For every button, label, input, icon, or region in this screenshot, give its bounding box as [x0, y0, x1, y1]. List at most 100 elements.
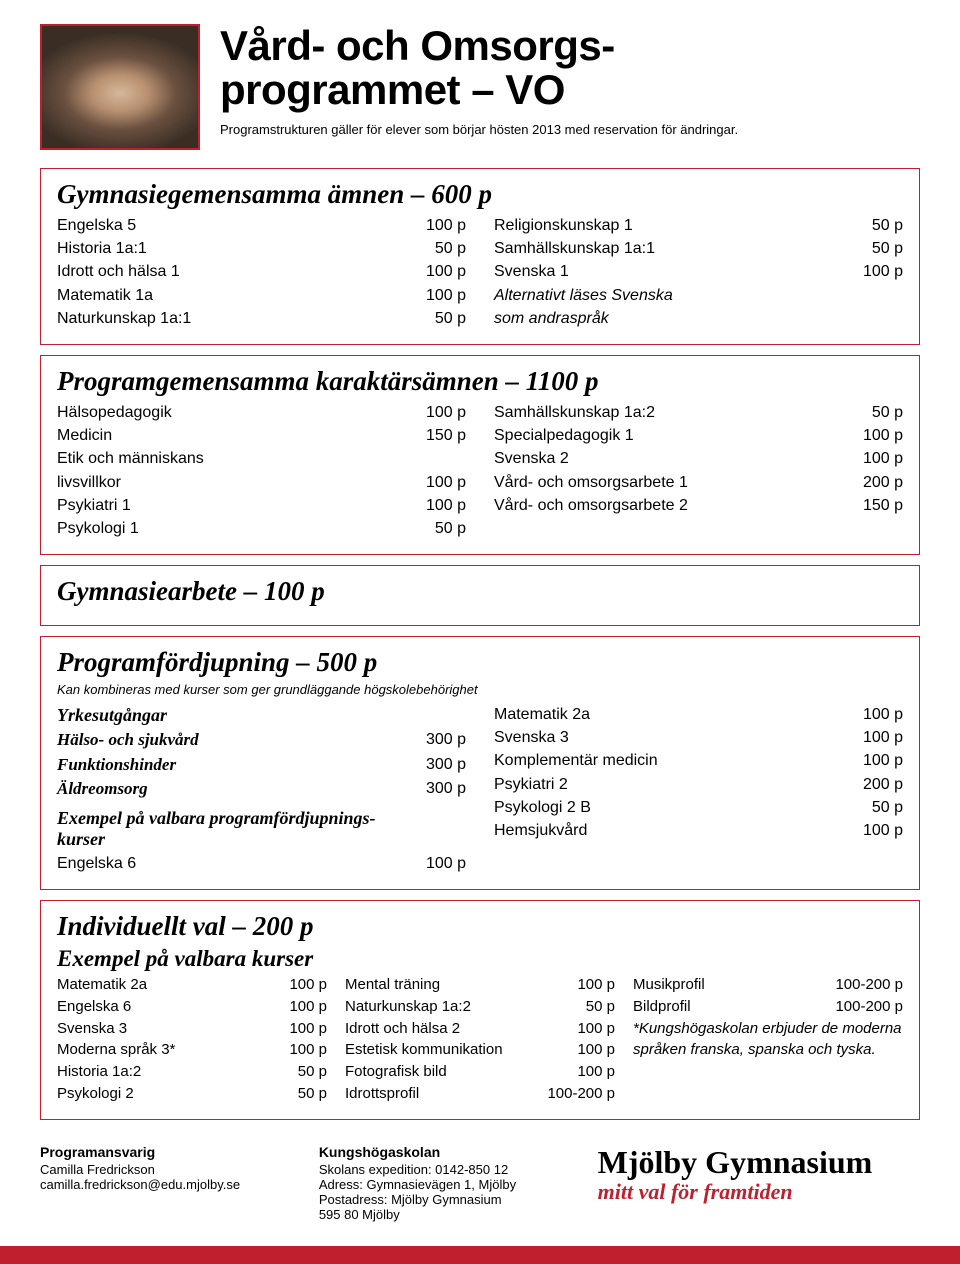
list-item: Specialpedagogik 1100 p	[494, 424, 903, 447]
item-value: 100 p	[833, 749, 903, 772]
list-item: Svenska 3100 p	[494, 726, 903, 749]
item-value: 50 p	[833, 214, 903, 237]
item-value: 300 p	[396, 728, 466, 753]
item-label: Etik och människans	[57, 447, 396, 470]
item-value: 100 p	[533, 1039, 615, 1061]
box4-sub2a: Exempel på valbara programfördjupnings-	[57, 808, 376, 828]
item-value	[396, 447, 466, 470]
brand-tag: mitt val för framtiden	[598, 1179, 920, 1205]
item-value: 100 p	[833, 447, 903, 470]
box-program-subjects: Programgemensamma karaktärsämnen – 1100 …	[40, 355, 920, 555]
footer-c1-name: Camilla Fredrickson	[40, 1162, 279, 1177]
box5-heading: Individuellt val – 200 p	[57, 911, 903, 942]
item-label: Psykiatri 1	[57, 494, 396, 517]
box5-col3: Musikprofil100-200 pBildprofil100-200 p*…	[633, 974, 903, 1105]
item-label: Musikprofil	[633, 974, 821, 996]
title-line1: Vård- och Omsorgs-	[220, 22, 615, 69]
footer-col-school: Kungshögaskolan Skolans expedition: 0142…	[319, 1144, 558, 1222]
item-note: som andraspråk	[494, 307, 903, 330]
item-label: Svenska 3	[494, 726, 833, 749]
item-label: Matematik 2a	[494, 703, 833, 726]
item-label: Historia 1a:1	[57, 237, 396, 260]
item-label: Idrottsprofil	[345, 1083, 533, 1105]
item-value: 100 p	[396, 471, 466, 494]
item-value: 100 p	[245, 1039, 327, 1061]
box4-note: Kan kombineras med kurser som ger grundl…	[57, 682, 903, 697]
item-value: 100 p	[396, 401, 466, 424]
item-value: 100-200 p	[533, 1083, 615, 1105]
item-value: 100 p	[396, 214, 466, 237]
item-value: 100 p	[396, 852, 466, 875]
box2-left: Hälsopedagogik100 pMedicin150 pEtik och …	[57, 401, 466, 540]
list-item: Estetisk kommunikation100 p	[345, 1039, 615, 1061]
item-value: 100 p	[833, 819, 903, 842]
item-value: 200 p	[833, 773, 903, 796]
item-label: Svenska 3	[57, 1018, 245, 1040]
item-note: Alternativt läses Svenska	[494, 284, 903, 307]
list-item: Engelska 6100 p	[57, 996, 327, 1018]
item-value: 100 p	[833, 260, 903, 283]
list-item: Psykologi 150 p	[57, 517, 466, 540]
item-label: Estetisk kommunikation	[345, 1039, 533, 1061]
item-value: 100 p	[833, 424, 903, 447]
item-label: Mental träning	[345, 974, 533, 996]
item-value: 50 p	[396, 237, 466, 260]
list-item: Idrott och hälsa 2100 p	[345, 1018, 615, 1040]
list-item: Svenska 2100 p	[494, 447, 903, 470]
list-item: Vård- och omsorgsarbete 2150 p	[494, 494, 903, 517]
box-common-subjects: Gymnasiegemensamma ämnen – 600 p Engelsk…	[40, 168, 920, 345]
item-label: Komplementär medicin	[494, 749, 833, 772]
item-label: Fotografisk bild	[345, 1061, 533, 1083]
item-label: Specialpedagogik 1	[494, 424, 833, 447]
item-label: Hemsjukvård	[494, 819, 833, 842]
box3-heading: Gymnasiearbete – 100 p	[57, 576, 903, 607]
item-label: Samhällskunskap 1a:2	[494, 401, 833, 424]
list-item: Mental träning100 p	[345, 974, 615, 996]
item-label: Vård- och omsorgsarbete 2	[494, 494, 833, 517]
item-label: Idrott och hälsa 1	[57, 260, 396, 283]
item-label: Engelska 6	[57, 996, 245, 1018]
box4-heading: Programfördjupning – 500 p	[57, 647, 903, 678]
footer-col-contact: Programansvarig Camilla Fredrickson cami…	[40, 1144, 279, 1222]
page-title: Vård- och Omsorgs- programmet – VO	[220, 24, 920, 112]
item-value: 50 p	[833, 237, 903, 260]
item-value: 150 p	[396, 424, 466, 447]
item-label: Idrott och hälsa 2	[345, 1018, 533, 1040]
item-label: Hälsopedagogik	[57, 401, 396, 424]
footer-c1-heading: Programansvarig	[40, 1144, 279, 1160]
bottom-stripe	[0, 1246, 960, 1264]
list-item: Hälsopedagogik100 p	[57, 401, 466, 424]
list-item: Komplementär medicin100 p	[494, 749, 903, 772]
item-value: 100 p	[833, 726, 903, 749]
item-value: 50 p	[833, 796, 903, 819]
item-label: Bildprofil	[633, 996, 821, 1018]
item-value: 100 p	[396, 260, 466, 283]
list-item: Matematik 2a100 p	[57, 974, 327, 996]
list-item: Idrottsprofil100-200 p	[345, 1083, 615, 1105]
item-value: 150 p	[833, 494, 903, 517]
list-item: Psykiatri 2200 p	[494, 773, 903, 796]
list-item: Moderna språk 3*100 p	[57, 1039, 327, 1061]
page-footer: Programansvarig Camilla Fredrickson cami…	[40, 1144, 920, 1222]
item-label: Psykologi 2 B	[494, 796, 833, 819]
item-value: 100 p	[533, 1018, 615, 1040]
list-item: Historia 1a:150 p	[57, 237, 466, 260]
list-item: Samhällskunskap 1a:250 p	[494, 401, 903, 424]
list-item: Svenska 3100 p	[57, 1018, 327, 1040]
col3-note: *Kungshögaskolan erbjuder de moderna spr…	[633, 1018, 903, 1062]
list-item: Vård- och omsorgsarbete 1200 p	[494, 471, 903, 494]
item-value: 50 p	[533, 996, 615, 1018]
box1-right: Religionskunskap 150 pSamhällskunskap 1a…	[494, 214, 903, 330]
footer-c2-l1: Skolans expedition: 0142-850 12	[319, 1162, 558, 1177]
item-value: 50 p	[833, 401, 903, 424]
item-value: 200 p	[833, 471, 903, 494]
box4-sub2b: kurser	[57, 829, 105, 849]
list-item: Psykologi 250 p	[57, 1083, 327, 1105]
box5-col2: Mental träning100 pNaturkunskap 1a:250 p…	[345, 974, 615, 1105]
item-label: Hälso- och sjukvård	[57, 728, 396, 753]
item-label: Svenska 1	[494, 260, 833, 283]
footer-c2-l4: 595 80 Mjölby	[319, 1207, 558, 1222]
list-item: Engelska 6100 p	[57, 852, 466, 875]
list-item: Hälso- och sjukvård300 p	[57, 728, 466, 753]
list-item: Engelska 5100 p	[57, 214, 466, 237]
